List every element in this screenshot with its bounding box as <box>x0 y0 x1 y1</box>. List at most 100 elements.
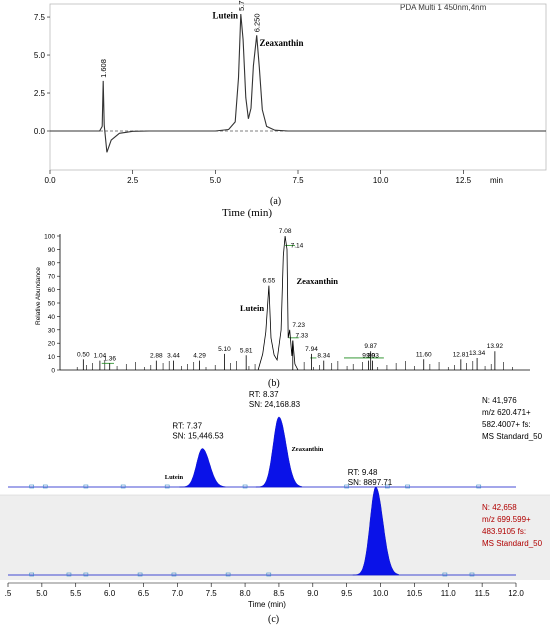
panel-c-lower-box-line: N: 42,658 <box>482 503 517 512</box>
panel-c-marker <box>120 484 126 489</box>
panel-a-xtick-label: 10.0 <box>373 176 389 185</box>
panel-c-marker <box>171 572 177 577</box>
panel-c-xtick-label: 5.5 <box>70 589 82 598</box>
panel-b-peak-label: 4.29 <box>193 353 206 360</box>
panel-a-peak-label: 6.250 <box>253 13 262 32</box>
panel-c-xtick-label: 12.0 <box>508 589 524 598</box>
panel-c-upper-box-line: MS Standard_50 <box>482 432 543 441</box>
panel-c-xtick-label: 10.0 <box>373 589 389 598</box>
panel-a-series-line <box>50 13 546 153</box>
panel-c-xtick-label: 9.5 <box>341 589 353 598</box>
panel-b-peak-label: 1.36 <box>103 355 116 362</box>
panel-b-peak-label: 12.81 <box>453 351 470 358</box>
panel-a-header: PDA Multi 1 450nm,4nm <box>400 3 487 12</box>
panel-a-chart: PDA Multi 1 450nm,4nm 0.0 2.5 5.0 7.5 0.0 2.… <box>34 0 547 207</box>
panel-b-caption: (b) <box>268 378 280 389</box>
panel-a-xtick-label: 2.5 <box>127 176 139 185</box>
panel-b-peak-label: 9.80 <box>362 353 375 360</box>
panel-a-xtick-label: 12.5 <box>456 176 472 185</box>
panel-b-peak-label: 9.93 <box>366 353 379 360</box>
panel-b-series-line <box>257 235 299 371</box>
panel-b-compound-label: Lutein <box>240 303 264 313</box>
panel-c-compound-label: Lutein <box>165 474 184 481</box>
panel-c-upper-box-line: m/z 620.471+ <box>482 408 531 417</box>
panel-c-xtick-label: 6.5 <box>138 589 150 598</box>
panel-b-peak-label: 7.94 <box>305 346 318 353</box>
panel-c-marker <box>442 572 448 577</box>
panel-c-xtick-label: 8.0 <box>240 589 252 598</box>
panel-b-ytick-label: 70 <box>48 274 56 281</box>
panel-c-marker <box>137 572 143 577</box>
panel-a-ytick-label: 7.5 <box>34 13 46 22</box>
panel-c-xtick-label: 9.0 <box>307 589 319 598</box>
panel-b-peak-label: 9.87 <box>364 343 377 350</box>
panel-a-xlabel: Time (min) <box>222 207 273 219</box>
panel-b-peak-label: 7.33 <box>295 333 308 340</box>
panel-a-ytick-label: 0.0 <box>34 127 46 136</box>
panel-c-marker <box>476 484 482 489</box>
panel-c-marker <box>344 484 349 489</box>
panel-b-peak-label: 1.04 <box>94 353 107 360</box>
panel-b-peak-label: 6.55 <box>263 278 276 285</box>
panel-c-lower-trace-bg <box>0 495 550 580</box>
panel-c-xtick-label: 6.0 <box>104 589 116 598</box>
panel-c-lower-box-line: m/z 699.599+ <box>482 515 531 524</box>
panel-b-peak-label: 5.81 <box>240 347 253 354</box>
panel-c-marker <box>29 484 35 489</box>
panel-a-caption: (a) <box>270 196 281 207</box>
panel-c-rt-label: RT: 9.48 <box>348 468 378 477</box>
panel-b-peak-label: 5.10 <box>218 346 231 353</box>
panel-b-peak-label: 2.88 <box>150 353 163 360</box>
panel-a-compound-label: Lutein <box>212 11 238 21</box>
panel-b-ytick-label: 40 <box>48 314 56 321</box>
panel-b-ytick-label: 30 <box>48 327 56 334</box>
panel-c-upper-box-line: 582.4007+ fs: <box>482 420 531 429</box>
panel-c-marker <box>164 484 170 489</box>
panel-c-marker <box>242 484 248 489</box>
panel-c-xtick-label: 8.5 <box>273 589 285 598</box>
panel-c-xtick-label: .5 <box>5 589 12 598</box>
panel-c-marker <box>469 572 475 577</box>
panel-c-xlabel: Time (min) <box>248 600 286 609</box>
panel-c-xtick-label: 10.5 <box>407 589 423 598</box>
panel-c-sn-label: SN: 24,168.83 <box>249 400 301 409</box>
panel-c-lower-peak <box>352 486 400 576</box>
panel-c-marker <box>42 484 48 489</box>
panel-c-marker <box>29 572 35 577</box>
panel-b-ytick-label: 0 <box>51 368 55 375</box>
panel-a-ytick-label: 2.5 <box>34 89 46 98</box>
panel-c-upper-box-line: N: 41,976 <box>482 396 517 405</box>
panel-c-xtick-label: 11.5 <box>475 589 491 598</box>
panel-b-peak-label: 3.44 <box>167 353 180 360</box>
panel-b-peak-label: 7.14 <box>291 242 304 249</box>
panel-c-sn-label: SN: 15,446.53 <box>172 432 224 441</box>
panel-b-ytick-label: 100 <box>44 234 55 241</box>
panel-a-xtick-label: 7.5 <box>292 176 304 185</box>
panel-c-upper-peak <box>179 448 226 488</box>
panel-c-caption: (c) <box>268 614 279 625</box>
panel-a-compound-label: Zeaxanthin <box>259 38 303 48</box>
panel-c-lower-box-line: 483.9105 fs: <box>482 527 526 536</box>
panel-c-marker <box>385 484 390 489</box>
panel-c-marker <box>83 572 89 577</box>
panel-c-rt-label: RT: 8.37 <box>249 390 279 399</box>
panel-c-xtick-label: 7.5 <box>206 589 218 598</box>
panel-b-ytick-label: 80 <box>48 260 56 267</box>
panel-b-peak-label: 0.50 <box>77 351 90 358</box>
panel-c-xtick-label: 5.0 <box>36 589 48 598</box>
panel-a-peak-label: 1.608 <box>99 59 108 78</box>
panel-b-ytick-label: 20 <box>48 341 56 348</box>
panel-b-ylabel: Relative Abundance <box>35 267 42 325</box>
panel-a-plot-frame <box>49 3 547 171</box>
panel-c-lower-box-line: MS Standard_50 <box>482 539 543 548</box>
panel-b-compound-label: Zeaxanthin <box>296 276 338 286</box>
panel-b-peak-label: 13.92 <box>487 343 504 350</box>
panel-b-peak-label: 8.34 <box>317 353 330 360</box>
panel-c-xtick-label: 11.0 <box>441 589 457 598</box>
panel-b-ytick-label: 60 <box>48 287 56 294</box>
panel-b-peak-label: 11.60 <box>416 351 432 358</box>
panel-a-unit: min <box>490 176 503 185</box>
panel-c-marker <box>266 572 272 577</box>
panel-c-marker <box>225 572 231 577</box>
